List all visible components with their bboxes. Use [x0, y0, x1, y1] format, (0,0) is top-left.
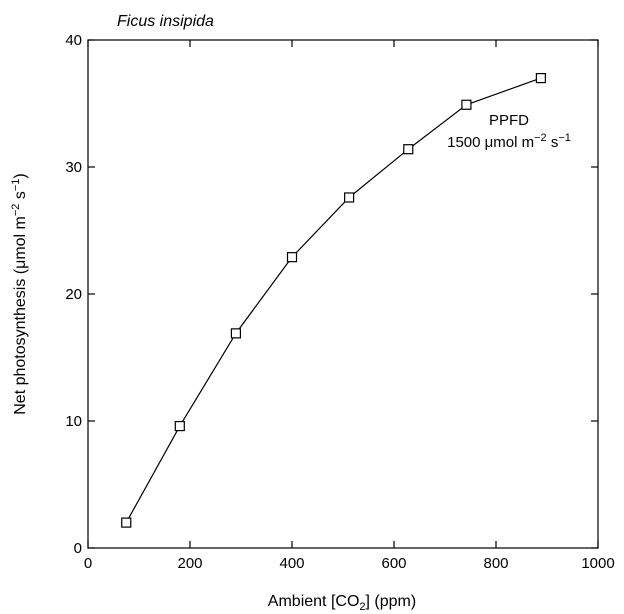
- annotation-line-1: PPFD: [489, 112, 529, 129]
- data-point: [461, 99, 472, 110]
- x-tick-label: 400: [279, 555, 304, 572]
- y-tick-label: 40: [65, 32, 82, 49]
- series-line: [125, 77, 542, 523]
- chart-title: Ficus insipida: [117, 13, 214, 30]
- data-point: [121, 517, 132, 528]
- data-point: [286, 252, 298, 263]
- data-point: [535, 72, 546, 84]
- y-tick-label: 10: [65, 413, 82, 430]
- x-tick-label: 800: [483, 555, 508, 572]
- series-markers: [121, 72, 546, 528]
- data-point: [344, 192, 355, 203]
- data-point: [174, 420, 185, 432]
- x-axis-title: Ambient [CO2] (ppm): [268, 593, 416, 613]
- y-tick-label: 20: [65, 286, 82, 303]
- annotation-line-2: 1500 μmol m−2 s−1: [447, 132, 571, 151]
- x-tick-label: 1000: [581, 555, 614, 572]
- axis-ticks: 0 200 400 600 800 1000 0 10 20 30 40: [65, 32, 614, 572]
- data-point: [230, 328, 241, 339]
- y-tick-label: 0: [74, 540, 82, 557]
- x-tick-label: 0: [84, 555, 92, 572]
- y-axis-title: Net photosynthesis (μmol m−2 s−1): [10, 173, 29, 415]
- x-tick-label: 600: [381, 555, 406, 572]
- data-point: [403, 144, 414, 155]
- y-tick-label: 30: [65, 159, 82, 176]
- x-tick-label: 200: [177, 555, 202, 572]
